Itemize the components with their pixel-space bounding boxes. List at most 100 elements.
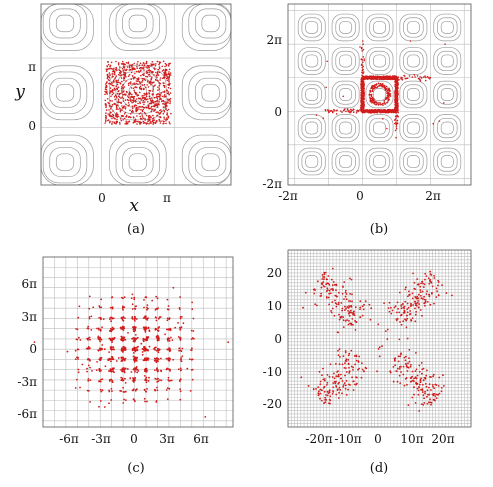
data-point (344, 289, 347, 292)
data-point (227, 341, 230, 344)
data-point (112, 79, 115, 82)
data-point (97, 338, 100, 340)
data-point (373, 110, 376, 113)
data-point (179, 338, 182, 341)
data-point (355, 110, 358, 112)
data-point (323, 273, 326, 276)
data-point (135, 80, 138, 82)
data-point (103, 348, 106, 351)
data-point (394, 83, 397, 86)
data-point (307, 385, 310, 387)
data-point (319, 383, 322, 386)
streamline (369, 151, 390, 172)
data-point (339, 110, 342, 112)
data-point (119, 123, 121, 125)
data-point (359, 306, 362, 309)
data-point (348, 314, 351, 317)
data-point (100, 306, 103, 309)
data-point (358, 367, 360, 370)
data-point (402, 373, 405, 376)
data-point (430, 274, 433, 276)
data-point (155, 121, 158, 123)
data-point (108, 82, 110, 85)
data-point (162, 103, 164, 105)
data-point (340, 315, 343, 318)
data-point (163, 82, 165, 84)
data-point (342, 285, 344, 288)
data-point (122, 351, 124, 353)
data-point (328, 292, 330, 295)
data-point (417, 300, 420, 302)
data-point (357, 368, 359, 371)
data-point (362, 100, 364, 103)
data-point (116, 121, 118, 123)
data-point (136, 78, 138, 80)
data-point (377, 82, 380, 84)
data-point (121, 107, 124, 109)
data-point (366, 78, 369, 80)
data-point (334, 382, 337, 385)
data-point (376, 101, 378, 104)
data-point (156, 381, 159, 383)
data-point (361, 368, 364, 371)
data-point (113, 121, 115, 123)
data-point (169, 92, 172, 94)
data-point (135, 98, 138, 100)
data-point (335, 289, 337, 292)
data-point (393, 306, 396, 309)
data-point (374, 108, 377, 111)
data-point (150, 105, 153, 108)
data-point (166, 348, 169, 351)
data-point (117, 62, 120, 64)
streamline (403, 151, 424, 172)
data-point (426, 395, 428, 398)
data-point (142, 94, 144, 97)
streamline (373, 54, 386, 68)
data-point (108, 113, 111, 115)
data-point (416, 301, 419, 304)
streamline (433, 114, 462, 142)
data-point (361, 86, 364, 89)
data-point (376, 109, 379, 112)
data-point (120, 119, 123, 122)
data-point (395, 121, 397, 123)
streamline (40, 3, 94, 51)
data-point (122, 86, 124, 89)
data-point (119, 92, 121, 95)
streamline (181, 65, 232, 121)
data-point (396, 90, 398, 92)
data-point (108, 351, 110, 353)
data-point (154, 388, 156, 391)
data-point (75, 378, 78, 381)
streamline (335, 151, 356, 172)
data-point (341, 309, 343, 312)
data-point (130, 78, 132, 81)
data-point (88, 336, 91, 339)
data-point (392, 380, 395, 383)
data-point (106, 81, 108, 83)
data-point (355, 376, 357, 378)
data-point (396, 122, 399, 125)
data-point (172, 358, 175, 361)
data-point (420, 282, 422, 285)
streamline (369, 117, 390, 139)
data-point (374, 84, 376, 86)
panel-a-caption: (a) (127, 222, 145, 237)
data-point (408, 357, 410, 360)
data-point (130, 116, 132, 119)
data-point (101, 326, 103, 329)
data-point (166, 89, 168, 91)
data-point (105, 117, 107, 120)
streamline (433, 13, 462, 42)
data-point (143, 117, 145, 120)
data-point (113, 116, 115, 119)
data-point (352, 380, 355, 383)
data-point (321, 278, 324, 280)
data-point (160, 120, 162, 122)
data-point (443, 385, 445, 387)
data-point (142, 67, 145, 70)
data-point (371, 75, 374, 78)
data-point (122, 84, 124, 87)
data-point (150, 80, 152, 82)
data-point (167, 340, 169, 342)
